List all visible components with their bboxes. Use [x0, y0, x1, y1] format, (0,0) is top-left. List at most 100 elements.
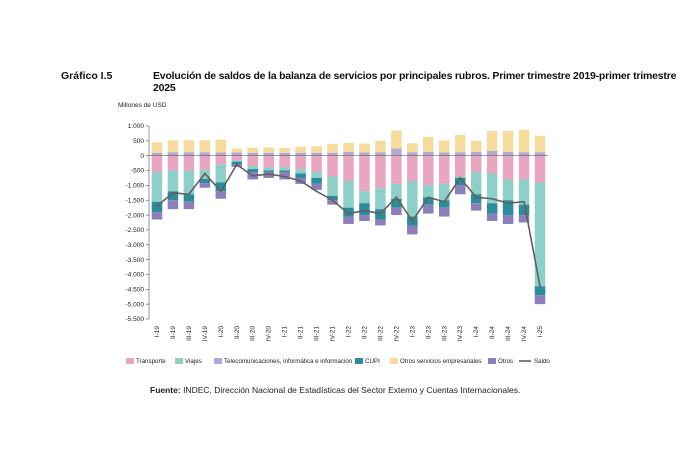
- x-tick-label-III-19: III-19: [186, 326, 193, 341]
- x-tick-label-II-23: II-23: [425, 326, 432, 339]
- bar-segment-viajes-II-22: [359, 191, 370, 204]
- bar-segment-otros-III-21: [311, 183, 322, 190]
- bar-segment-telecomunicaciones-III-24: [502, 151, 514, 156]
- bar-segment-telecomunicaciones-IV-20: [263, 152, 274, 156]
- bar-segment-otros-servicios-empresariales-II-22: [359, 143, 370, 153]
- saldo-point-II-20: [235, 163, 238, 166]
- bar-segment-viajes-I-19: [151, 172, 163, 202]
- legend-swatch: [175, 358, 183, 364]
- bar-segment-transporte-II-22: [359, 155, 370, 192]
- bar-segment-otros-servicios-empresariales-II-23: [423, 136, 434, 152]
- saldo-point-III-21: [315, 190, 318, 193]
- bar-segment-cupi-III-24: [502, 200, 514, 216]
- bar-segment-otros-servicios-empresariales-IV-23: [454, 134, 466, 153]
- bar-segment-transporte-IV-22: [391, 155, 402, 184]
- bar-segment-viajes-I-23: [407, 180, 418, 217]
- bar-segment-viajes-IV-20: [263, 167, 274, 171]
- bar-segment-telecomunicaciones-II-23: [423, 151, 434, 156]
- bar-segment-telecomunicaciones-III-22: [375, 152, 386, 156]
- y-tick-label: -5.500: [126, 316, 145, 323]
- bar-segment-cupi-I-24: [470, 194, 482, 204]
- x-tick-label-I-23: I-23: [409, 326, 416, 338]
- bar-segment-otros-servicios-empresariales-I-24: [470, 140, 482, 152]
- bar-segment-telecomunicaciones-II-21: [295, 152, 306, 156]
- bar-segment-cupi-IV-22: [391, 198, 402, 208]
- saldo-point-II-19: [172, 191, 174, 194]
- bar-segment-cupi-III-21: [311, 177, 322, 184]
- legend-label: Telecomunicaciones, informática e inform…: [224, 358, 353, 365]
- bar-segment-telecomunicaciones-I-19: [151, 152, 163, 156]
- bar-segment-viajes-IV-21: [327, 176, 338, 196]
- saldo-point-I-19: [156, 205, 158, 208]
- saldo-point-III-19: [188, 193, 190, 196]
- bar-segment-otros-servicios-empresariales-III-20: [247, 147, 258, 153]
- legend-swatch: [488, 358, 496, 364]
- bar-segment-viajes-III-22: [375, 188, 386, 210]
- y-tick-label: -2.500: [126, 227, 145, 234]
- saldo-point-IV-24: [523, 200, 525, 203]
- bar-segment-otros-servicios-empresariales-II-24: [486, 131, 498, 151]
- saldo-point-III-20: [251, 174, 254, 177]
- saldo-point-II-21: [299, 180, 302, 182]
- bar-segment-cupi-II-23: [423, 197, 434, 205]
- legend-swatch: [126, 358, 134, 364]
- y-tick-label: -1.500: [126, 197, 145, 204]
- bar-segment-viajes-III-20: [247, 166, 258, 170]
- bar-segment-otros-servicios-empresariales-IV-21: [327, 143, 338, 153]
- bar-segment-otros-IV-22: [391, 207, 402, 216]
- bar-segment-otros-II-23: [423, 204, 434, 214]
- bar-segment-otros-I-23: [407, 225, 418, 235]
- x-tick-label-III-24: III-24: [505, 326, 512, 341]
- bar-segment-telecomunicaciones-IV-22: [391, 148, 402, 156]
- bar-segment-otros-servicios-empresariales-IV-20: [263, 147, 274, 153]
- saldo-point-II-22: [363, 209, 366, 212]
- bar-segment-viajes-III-19: [183, 170, 195, 195]
- bar-segment-cupi-III-23: [438, 200, 450, 208]
- bar-segment-telecomunicaciones-II-24: [486, 150, 498, 156]
- bar-segment-otros-servicios-empresariales-III-23: [438, 140, 450, 153]
- saldo-point-I-20: [219, 190, 222, 193]
- bar-segment-cupi-I-25: [534, 286, 546, 296]
- bar-segment-transporte-III-20: [247, 155, 258, 167]
- bar-segment-telecomunicaciones-I-22: [343, 151, 354, 156]
- x-tick-label-I-24: I-24: [473, 326, 480, 338]
- bars-layer: [151, 129, 546, 305]
- bar-segment-otros-II-22: [359, 215, 370, 222]
- bar-segment-viajes-III-23: [438, 183, 450, 201]
- bar-segment-transporte-IV-19: [199, 155, 211, 170]
- bar-segment-cupi-IV-19: [199, 178, 211, 184]
- bar-segment-otros-I-19: [151, 212, 163, 220]
- y-tick-label: -4.000: [126, 272, 145, 279]
- saldo-point-IV-20: [267, 173, 270, 176]
- y-tick-label: 0: [140, 153, 144, 160]
- bar-segment-transporte-III-24: [502, 155, 514, 180]
- saldo-point-III-23: [443, 200, 446, 203]
- x-tick-label-II-19: II-19: [170, 326, 177, 339]
- bar-segment-otros-III-24: [502, 215, 514, 224]
- bar-segment-otros-IV-21: [327, 200, 338, 205]
- bar-segment-viajes-IV-24: [518, 179, 530, 205]
- bar-segment-cupi-II-19: [167, 191, 179, 201]
- x-tick-label-I-25: I-25: [537, 326, 544, 338]
- bar-segment-otros-servicios-empresariales-I-19: [151, 142, 163, 153]
- saldo-point-I-22: [347, 212, 350, 215]
- x-tick-label-I-19: I-19: [154, 326, 161, 338]
- source-label: Fuente:: [150, 385, 181, 395]
- bar-segment-cupi-I-22: [343, 207, 354, 217]
- x-tick-label-III-21: III-21: [314, 326, 321, 341]
- saldo-point-III-22: [379, 212, 382, 215]
- bar-segment-telecomunicaciones-II-20: [231, 152, 243, 156]
- bar-segment-telecomunicaciones-II-19: [167, 152, 179, 156]
- bar-segment-viajes-I-20: [215, 164, 227, 183]
- bar-segment-transporte-III-23: [438, 155, 450, 184]
- bar-segment-viajes-III-24: [502, 179, 514, 201]
- saldo-point-II-23: [427, 196, 430, 199]
- bar-segment-otros-III-19: [183, 201, 195, 210]
- bar-segment-telecomunicaciones-III-23: [438, 152, 450, 156]
- bar-segment-transporte-III-19: [183, 155, 195, 171]
- legend-swatch: [355, 358, 363, 364]
- bar-segment-otros-servicios-empresariales-III-22: [375, 140, 386, 153]
- y-tick-label: -1.000: [126, 183, 145, 190]
- x-tick-label-II-20: II-20: [234, 326, 241, 339]
- bar-segment-otros-III-23: [438, 207, 450, 217]
